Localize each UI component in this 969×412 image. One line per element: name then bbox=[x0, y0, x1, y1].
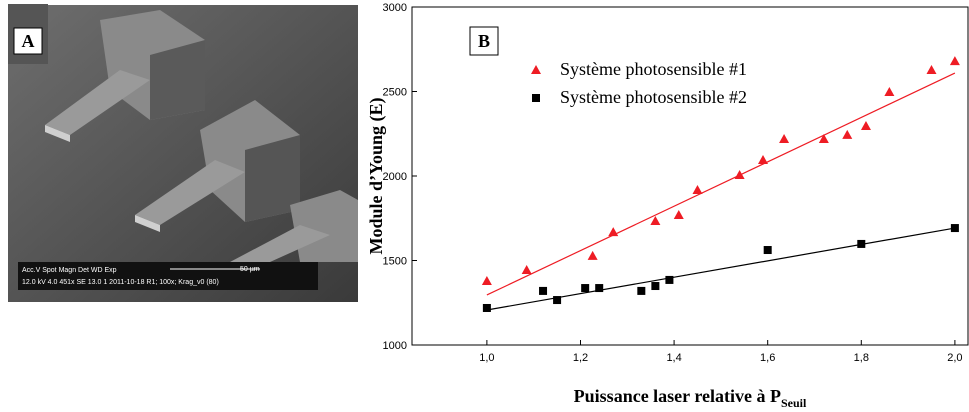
data-point bbox=[595, 284, 604, 293]
y-tick-label: 2500 bbox=[383, 87, 407, 99]
legend-label: Système photosensible #1 bbox=[560, 59, 747, 79]
data-point bbox=[950, 224, 959, 233]
data-point bbox=[734, 169, 745, 179]
data-point bbox=[758, 154, 769, 164]
data-point bbox=[608, 227, 619, 237]
sem-scale-bar: 50 µm bbox=[240, 266, 260, 273]
data-point bbox=[651, 282, 660, 291]
x-tick-label: 1,8 bbox=[854, 352, 869, 364]
data-point bbox=[553, 296, 562, 305]
x-axis-label-main: Puissance laser relative à P bbox=[574, 386, 781, 406]
data-point bbox=[539, 286, 548, 295]
data-point bbox=[587, 250, 598, 260]
panel-label: B bbox=[478, 31, 490, 51]
data-point bbox=[860, 120, 871, 130]
y-tick-label: 1500 bbox=[383, 256, 407, 268]
sem-info-values: 12.0 kV 4.0 451x SE 13.0 1 2011-10-18 R1… bbox=[22, 279, 219, 286]
x-tick-label: 1,2 bbox=[573, 352, 588, 364]
y-axis-label: Module d’Young (E) bbox=[366, 97, 387, 254]
data-point bbox=[692, 185, 703, 195]
plot-frame bbox=[411, 6, 969, 346]
fit-line bbox=[486, 72, 956, 296]
sem-image: Acc.V Spot Magn Det WD Exp 50 µm 12.0 kV… bbox=[8, 4, 358, 302]
data-point bbox=[637, 286, 646, 295]
legend-marker bbox=[531, 65, 541, 74]
panel-label: A bbox=[22, 31, 35, 51]
y-tick-label: 1000 bbox=[383, 340, 407, 352]
data-point bbox=[818, 133, 829, 143]
x-tick-label: 2,0 bbox=[947, 352, 962, 364]
data-point bbox=[842, 129, 853, 139]
data-point bbox=[521, 264, 532, 274]
data-point bbox=[650, 215, 661, 225]
data-point bbox=[857, 239, 866, 248]
x-tick-label: 1,6 bbox=[760, 352, 775, 364]
x-axis-label: Puissance laser relative à PSeuil bbox=[574, 386, 807, 410]
y-tick-label: 3000 bbox=[383, 2, 407, 14]
panel-label-box bbox=[469, 26, 499, 56]
data-point bbox=[763, 246, 772, 255]
data-point bbox=[482, 303, 491, 312]
data-point bbox=[779, 133, 790, 143]
data-point bbox=[673, 210, 684, 220]
legend-label: Système photosensible #2 bbox=[560, 87, 747, 107]
x-tick-label: 1,0 bbox=[479, 352, 494, 364]
x-axis-label-sub: Seuil bbox=[781, 396, 807, 410]
data-point bbox=[665, 275, 674, 284]
data-point bbox=[581, 284, 590, 293]
fit-line bbox=[486, 227, 955, 311]
data-point bbox=[926, 65, 937, 75]
legend-marker bbox=[532, 94, 540, 102]
data-point bbox=[884, 87, 895, 97]
sem-info-header: Acc.V Spot Magn Det WD Exp bbox=[22, 267, 117, 274]
y-tick-label: 2000 bbox=[383, 171, 407, 183]
data-point bbox=[481, 275, 492, 285]
data-point bbox=[949, 56, 960, 66]
x-tick-label: 1,4 bbox=[666, 352, 681, 364]
